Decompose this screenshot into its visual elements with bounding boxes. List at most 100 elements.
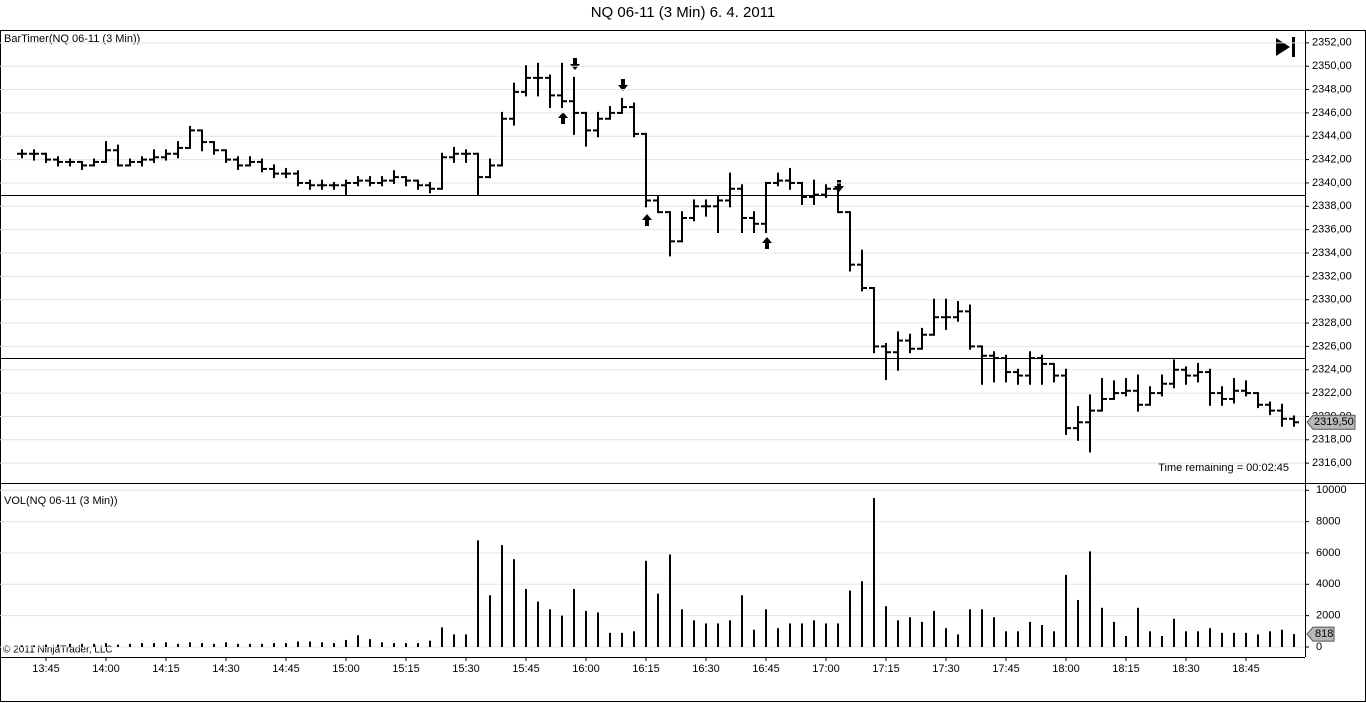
- volume-bar: [1293, 634, 1295, 647]
- volume-bar: [969, 609, 971, 647]
- volume-bar: [333, 643, 335, 647]
- x-tick-label: 16:15: [632, 663, 660, 675]
- volume-bar: [885, 606, 887, 647]
- volume-bar: [501, 545, 503, 647]
- volume-bar: [249, 643, 251, 647]
- volume-bar: [825, 623, 827, 647]
- volume-bar: [801, 623, 803, 647]
- volume-bar: [1269, 631, 1271, 647]
- volume-bar: [1101, 607, 1103, 647]
- volume-bar: [141, 643, 143, 647]
- volume-bar: [909, 617, 911, 647]
- volume-bar: [621, 632, 623, 647]
- y-tick-label: 2000: [1316, 610, 1340, 622]
- volume-bar: [933, 610, 935, 647]
- play-bar[interactable]: [1292, 37, 1295, 57]
- volume-bar: [453, 634, 455, 647]
- volume-bar: [405, 643, 407, 647]
- volume-bar: [981, 609, 983, 647]
- volume-bar: [1185, 631, 1187, 647]
- volume-bar: [21, 645, 23, 647]
- volume-bar: [525, 588, 527, 647]
- volume-bar: [837, 623, 839, 647]
- y-tick-label: 2344,00: [1312, 130, 1352, 142]
- x-tick-label: 13:45: [32, 663, 60, 675]
- y-tick-label: 2322,00: [1312, 387, 1352, 399]
- volume-bar: [609, 632, 611, 647]
- volume-bar: [1149, 631, 1151, 647]
- x-tick-label: 16:30: [692, 663, 720, 675]
- volume-bar: [765, 609, 767, 647]
- x-tick-label: 16:45: [752, 663, 780, 675]
- volume-bar: [873, 498, 875, 647]
- volume-bar: [465, 634, 467, 647]
- volume-bar: [1113, 621, 1115, 647]
- x-tick-label: 16:00: [572, 663, 600, 675]
- volume-bar: [309, 641, 311, 647]
- annotation: Time remaining = 00:02:45: [1158, 462, 1289, 474]
- volume-bar: [477, 540, 479, 647]
- volume-bar: [285, 643, 287, 647]
- volume-bar: [441, 627, 443, 647]
- y-tick-label: 2316,00: [1312, 457, 1352, 469]
- volume-bar: [165, 642, 167, 647]
- y-tick-label: 8000: [1316, 516, 1340, 528]
- volume-bar: [1137, 607, 1139, 647]
- volume-bar: [705, 623, 707, 647]
- volume-bar: [861, 581, 863, 647]
- panel-label: BarTimer(NQ 06-11 (3 Min)): [4, 33, 140, 45]
- volume-bar: [381, 642, 383, 647]
- volume-bar: [717, 623, 719, 647]
- y-tick-label: 2324,00: [1312, 364, 1352, 376]
- volume-bar: [33, 645, 35, 647]
- x-tick-label: 18:45: [1232, 663, 1260, 675]
- volume-bar: [189, 642, 191, 647]
- volume-bar: [813, 620, 815, 647]
- volume-bar: [657, 593, 659, 647]
- volume-bar: [297, 641, 299, 647]
- volume-bar: [225, 642, 227, 647]
- volume-bar: [369, 639, 371, 647]
- volume-bar: [237, 643, 239, 647]
- volume-bar: [993, 617, 995, 647]
- y-tick-label: 2328,00: [1312, 317, 1352, 329]
- volume-bar: [489, 595, 491, 647]
- buy-arrow: [558, 112, 568, 124]
- volume-bar: [1161, 636, 1163, 647]
- volume-bar: [957, 634, 959, 647]
- volume-bar: [201, 643, 203, 647]
- volume-bar: [513, 559, 515, 647]
- buy-arrow: [762, 237, 772, 249]
- last-price-tag: [1306, 414, 1356, 430]
- volume-bar: [549, 609, 551, 647]
- x-tick-label: 14:00: [92, 663, 120, 675]
- volume-bar: [69, 643, 71, 647]
- volume-bar: [1173, 618, 1175, 647]
- volume-bar: [753, 629, 755, 647]
- volume-bar: [213, 643, 215, 647]
- volume-bar: [585, 610, 587, 647]
- volume-bar: [1221, 632, 1223, 647]
- volume-bar: [1017, 631, 1019, 647]
- x-tick-label: 17:00: [812, 663, 840, 675]
- x-tick-label: 17:15: [872, 663, 900, 675]
- y-tick-label: 2346,00: [1312, 107, 1352, 119]
- volume-bar: [789, 623, 791, 647]
- volume-bar: [1065, 574, 1067, 647]
- volume-bar: [849, 590, 851, 647]
- volume-bar: [645, 560, 647, 647]
- volume-bar: [129, 643, 131, 647]
- y-tick-label: 2338,00: [1312, 200, 1352, 212]
- x-tick-label: 14:45: [272, 663, 300, 675]
- volume-bar: [1197, 631, 1199, 647]
- sell-arrow: [570, 58, 580, 70]
- frame: [0, 30, 1366, 702]
- y-tick-label: 2334,00: [1312, 247, 1352, 259]
- volume-bar: [897, 620, 899, 647]
- volume-bar: [1077, 599, 1079, 647]
- y-tick-label: 2340,00: [1312, 177, 1352, 189]
- y-tick-label: 2332,00: [1312, 270, 1352, 282]
- volume-bar: [1053, 631, 1055, 647]
- volume-bar: [1209, 628, 1211, 647]
- x-tick-label: 15:00: [332, 663, 360, 675]
